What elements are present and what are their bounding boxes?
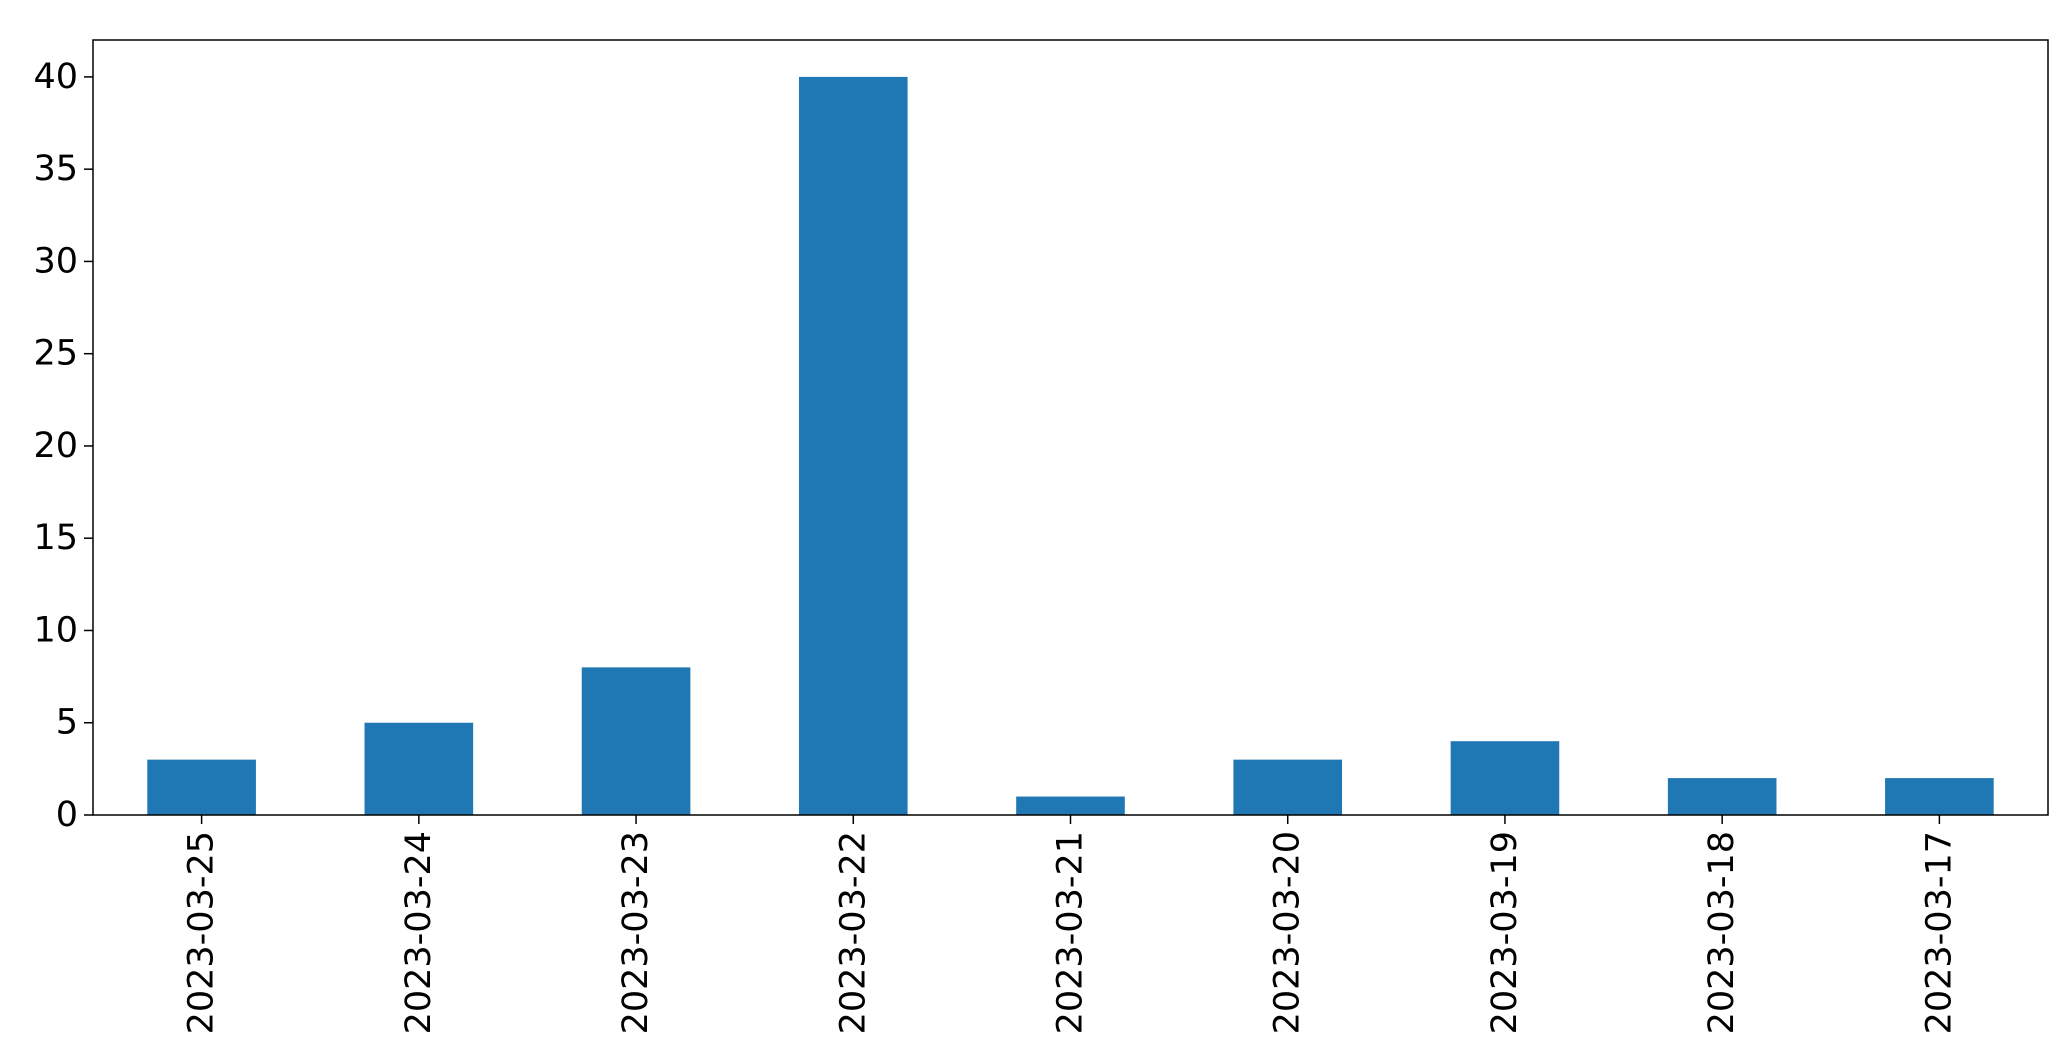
plot-frame [92, 39, 2049, 816]
y-tick-label: 35 [33, 149, 78, 189]
bar-2023-03-23 [581, 667, 691, 815]
x-tick-label: 2023-03-18 [1702, 831, 1742, 1034]
y-axis: 0 5 10 15 20 25 30 35 40 [33, 57, 93, 835]
y-tick-label: 5 [56, 703, 78, 743]
x-tick-label: 2023-03-25 [182, 831, 222, 1034]
bar-2023-03-18 [1667, 778, 1777, 815]
x-tick-label: 2023-03-22 [833, 831, 873, 1034]
x-tick-label: 2023-03-17 [1919, 831, 1959, 1034]
bars-group [147, 76, 1994, 815]
bar-2023-03-21 [1016, 796, 1125, 815]
y-tick-label: 0 [56, 795, 78, 835]
x-tick-label: 2023-03-19 [1485, 831, 1525, 1034]
y-tick-label: 40 [33, 57, 78, 97]
y-tick-label: 15 [33, 518, 78, 558]
x-tick-label: 2023-03-24 [399, 831, 439, 1034]
y-tick-label: 25 [33, 334, 78, 374]
bar-2023-03-22 [798, 76, 908, 815]
bar-2023-03-19 [1450, 741, 1560, 815]
y-tick-label: 10 [33, 610, 78, 650]
bar-2023-03-20 [1233, 759, 1343, 815]
y-tick-label: 30 [33, 241, 78, 281]
bar-2023-03-25 [147, 759, 256, 815]
x-tick-label: 2023-03-20 [1268, 831, 1308, 1034]
x-axis: 2023-03-25 2023-03-24 2023-03-23 2023-03-22… [182, 815, 1959, 1034]
x-tick-label: 2023-03-21 [1051, 831, 1091, 1034]
bar-2023-03-24 [364, 722, 474, 815]
x-tick-label: 2023-03-23 [616, 831, 656, 1034]
bar-2023-03-17 [1885, 778, 1994, 815]
y-tick-label: 20 [33, 426, 78, 466]
